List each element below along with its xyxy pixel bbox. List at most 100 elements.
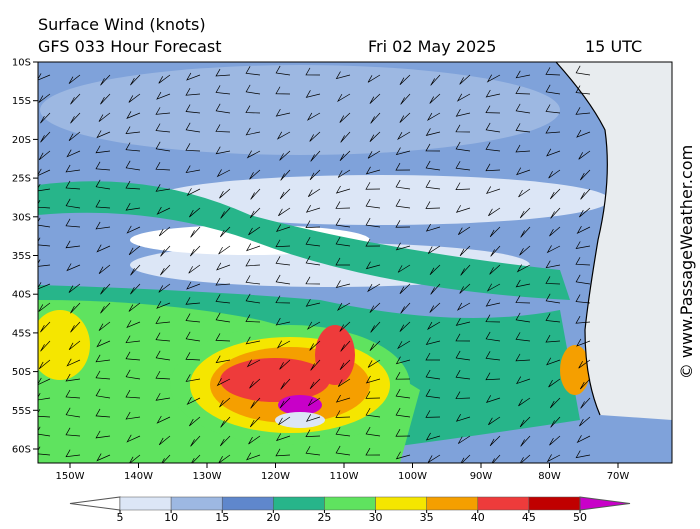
wind-barb (305, 255, 321, 266)
wind-barb (400, 302, 411, 314)
wind-barb (519, 454, 531, 463)
wind-barb (365, 391, 381, 399)
wind-barb (426, 321, 441, 331)
wind-barb (455, 370, 471, 380)
lon-label: 70W (607, 471, 630, 482)
wind-barb (339, 359, 351, 371)
wind-barb (158, 226, 171, 237)
wind-barb (68, 340, 81, 351)
wind-barb (489, 435, 501, 447)
wind-barb (248, 435, 261, 445)
wind-barb (549, 226, 561, 237)
wind-barb (365, 426, 381, 437)
wind-barb (125, 126, 141, 134)
wind-barb (455, 109, 471, 117)
wind-barb (485, 163, 501, 172)
wind-barb (185, 374, 201, 382)
wind-barb (488, 416, 501, 426)
wind-barb (65, 407, 81, 418)
wind-barb (515, 123, 531, 133)
title: Surface Wind (knots) (38, 15, 206, 34)
wind-barb (455, 318, 471, 326)
wind-barb (549, 435, 561, 446)
wind-barb (130, 74, 141, 86)
wind-barb (70, 321, 81, 333)
wind-barb (545, 293, 561, 304)
wind-barb (580, 397, 591, 409)
lat-label: 50S (12, 367, 31, 378)
wind-barb (576, 338, 591, 347)
wind-barb (545, 313, 561, 323)
colorbar-label: 20 (266, 511, 280, 524)
wind-barb (515, 376, 531, 385)
lon-label: 80W (538, 471, 561, 482)
wind-barb (427, 245, 441, 254)
wind-barb (576, 129, 591, 138)
wind-barb (335, 394, 351, 403)
wind-barb (306, 321, 321, 330)
colorbar-segment (375, 496, 427, 511)
wind-barb (40, 112, 51, 124)
wind-barb (126, 111, 141, 120)
wind-barb (156, 206, 171, 215)
wind-barb (545, 104, 561, 114)
wind-barb (245, 105, 261, 114)
wind-barb (246, 452, 261, 461)
wind-barb (249, 378, 261, 389)
wind-barb (339, 150, 351, 162)
colorbar-segment (426, 496, 479, 511)
wind-barb (579, 416, 591, 427)
wind-barb (395, 179, 411, 190)
wind-barb (38, 446, 51, 456)
wind-barb (491, 454, 501, 463)
wind-barb (218, 454, 231, 463)
wind-barb (425, 410, 441, 418)
wind-barb (65, 389, 81, 399)
wind-barb (275, 295, 291, 304)
wind-barb (307, 188, 321, 197)
wind-barb (395, 429, 411, 437)
wind-barb (276, 340, 291, 349)
wind-barb (38, 217, 51, 228)
colorbar-label: 5 (117, 511, 124, 524)
wind-barb (485, 298, 501, 307)
wind-barb (245, 258, 261, 267)
wind-barb (515, 144, 531, 153)
wind-barb (519, 207, 531, 219)
wind-barb (219, 188, 231, 199)
wind-barb (66, 149, 81, 158)
wind-barb (309, 340, 321, 351)
wind-barb (399, 283, 411, 294)
lon-label: 100W (398, 471, 427, 482)
wind-barb (95, 161, 111, 171)
wind-barb (518, 188, 531, 198)
wind-barb (160, 245, 171, 257)
wind-barb (516, 167, 531, 176)
wind-barb (455, 141, 471, 152)
lat-label: 20S (12, 135, 31, 146)
wind-barb (576, 226, 591, 235)
wind-barb (246, 150, 261, 159)
wind-barb (70, 112, 81, 124)
colorbar-label: 50 (573, 511, 587, 524)
wind-barb (485, 186, 501, 195)
wind-barb (275, 274, 291, 285)
colorbar-label: 10 (164, 511, 178, 524)
wind-barb (395, 371, 411, 380)
wind-barb (125, 351, 141, 361)
wind-barb (218, 245, 231, 255)
wind-barb (160, 264, 171, 276)
wind-barb (245, 314, 261, 323)
wind-barb (126, 320, 141, 329)
wind-barb (308, 397, 321, 407)
wind-barb (456, 302, 471, 311)
wind-barb (399, 74, 411, 85)
wind-barb (548, 169, 561, 179)
wind-barb (95, 370, 111, 380)
wind-barb (275, 448, 291, 457)
wind-barb (515, 103, 531, 114)
wind-barb (515, 86, 531, 95)
wind-barb (38, 237, 51, 247)
wind-barb (305, 446, 321, 456)
